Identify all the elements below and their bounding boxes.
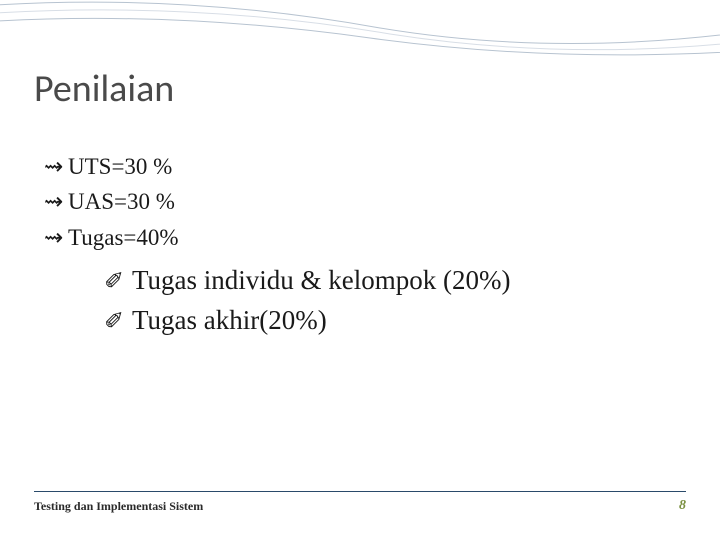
list-item-text: UAS=30 %	[68, 185, 175, 218]
list-item-text: Tugas individu & kelompok (20%)	[132, 262, 511, 300]
list-item: ⇝ UTS=30 %	[44, 150, 664, 183]
list-item-text: Tugas=40%	[68, 221, 179, 254]
page-number: 8	[679, 498, 686, 514]
list-item: ✐ Tugas akhir(20%)	[104, 302, 664, 340]
bullet-glyph-icon: ⇝	[44, 155, 66, 178]
list-item-text: Tugas akhir(20%)	[132, 302, 327, 340]
list-item-text: UTS=30 %	[68, 150, 172, 183]
list-item: ⇝ Tugas=40%	[44, 221, 664, 254]
bullet-glyph-icon: ⇝	[44, 226, 66, 249]
bullet-glyph-icon: ⇝	[44, 190, 66, 213]
pencil-bullet-icon: ✐	[104, 310, 128, 334]
list-item: ⇝ UAS=30 %	[44, 185, 664, 218]
list-item: ✐ Tugas individu & kelompok (20%)	[104, 262, 664, 300]
footer-text: Testing dan Implementasi Sistem	[34, 499, 203, 514]
pencil-bullet-icon: ✐	[104, 270, 128, 294]
sublist: ✐ Tugas individu & kelompok (20%) ✐ Tuga…	[104, 262, 664, 340]
content-body: ⇝ UTS=30 % ⇝ UAS=30 % ⇝ Tugas=40% ✐ Tuga…	[44, 150, 664, 342]
header-swoosh	[0, 0, 720, 60]
footer-divider	[34, 491, 686, 492]
slide-title: Penilaian	[34, 66, 174, 112]
